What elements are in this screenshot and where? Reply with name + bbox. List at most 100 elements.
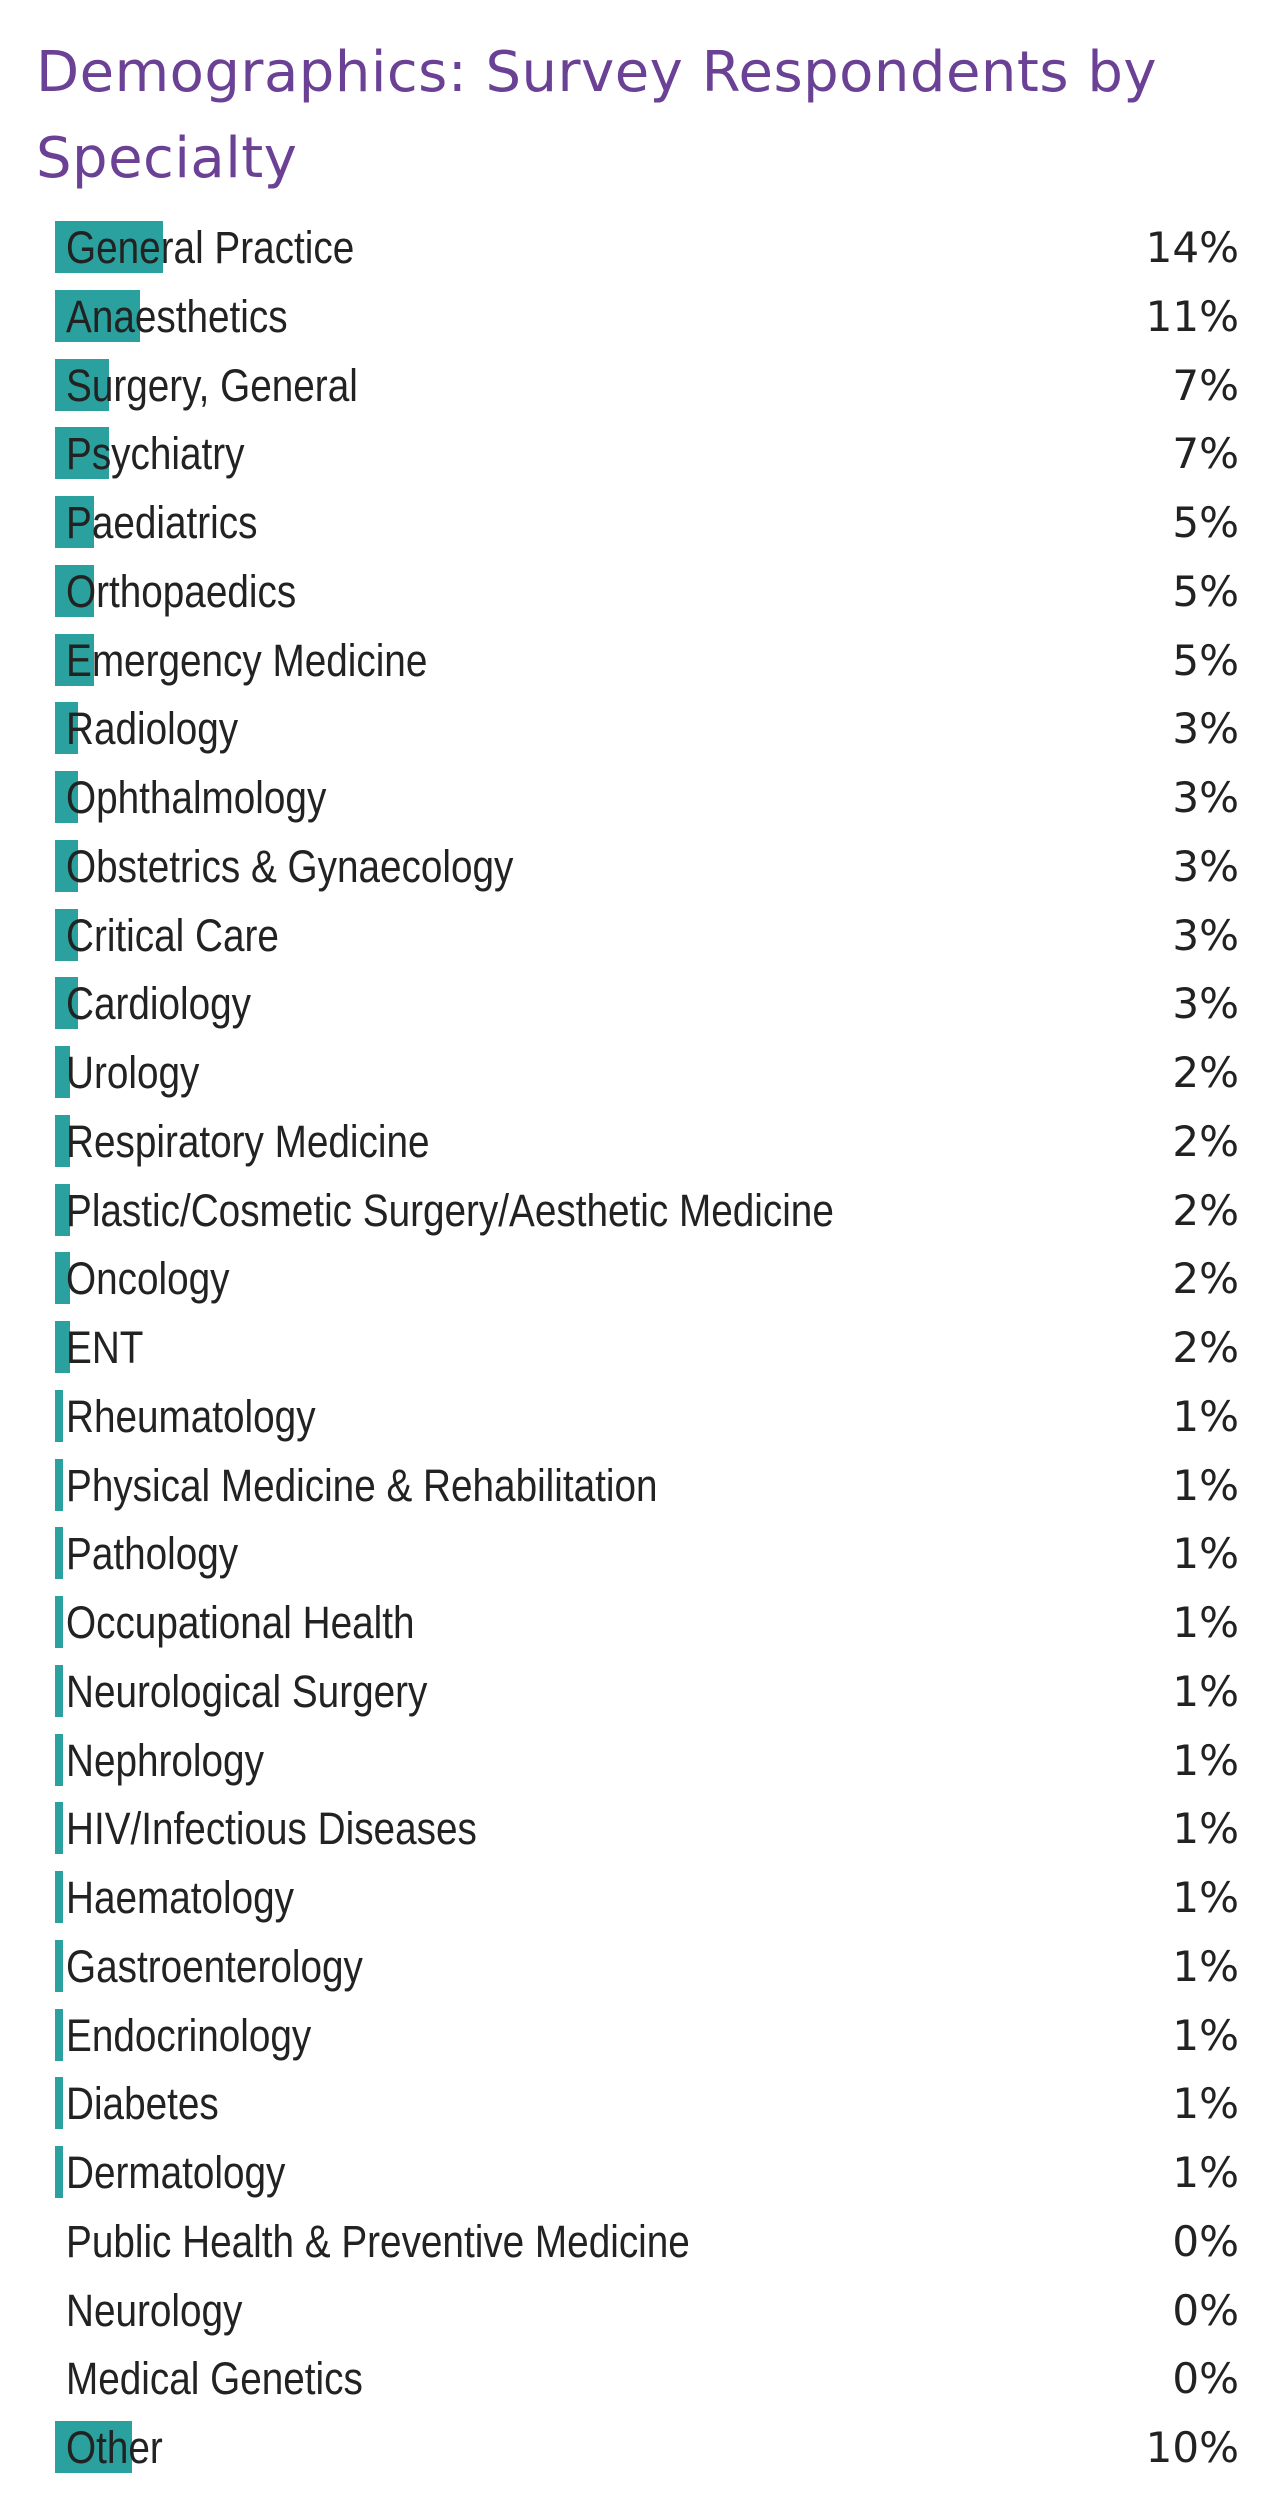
bar (55, 1596, 63, 1648)
bar (55, 1321, 71, 1373)
bar (55, 2077, 63, 2130)
bar-row: Rheumatology 1% (0, 1385, 1280, 1449)
category-label: Paediatrics (66, 497, 258, 548)
bar-row: Dermatology 1% (0, 2141, 1280, 2205)
category-label: Rheumatology (66, 1390, 316, 1442)
value-label: 3% (1172, 910, 1239, 960)
category-label: Cardiology (66, 978, 252, 1030)
value-label: 2% (1172, 1254, 1239, 1304)
chart-title: Demographics: Survey Respondents by Spec… (36, 40, 1158, 191)
value-label: 3% (1172, 773, 1239, 822)
bar (55, 358, 109, 411)
bar-row: Occupational Health 1% (0, 1591, 1280, 1655)
value-label: 1% (1172, 2148, 1239, 2197)
value-label: 3% (1172, 704, 1239, 754)
bar-row: Medical Genetics 0% (0, 2347, 1280, 2411)
value-label: 0% (1172, 2216, 1239, 2266)
category-label: Anaesthetics (66, 290, 288, 342)
bar-row: Orthopaedics 5% (0, 560, 1280, 624)
bar-row: Oncology 2% (0, 1247, 1280, 1311)
category-label: HIV/Infectious Diseases (66, 1803, 477, 1855)
category-label: ENT (66, 1322, 144, 1373)
category-label: Nephrology (66, 1734, 264, 1786)
category-label: Public Health & Preventive Medicine (66, 2215, 690, 2267)
value-label: 0% (1172, 2285, 1239, 2335)
category-label: Critical Care (66, 909, 279, 961)
value-label: 3% (1172, 979, 1239, 1029)
bar-row: Nephrology 1% (0, 1729, 1280, 1793)
value-label: 2% (1172, 1185, 1239, 1235)
value-label: 1% (1172, 1735, 1239, 1785)
bar-row: Ophthalmology 3% (0, 766, 1280, 830)
bar (55, 771, 79, 823)
bar (55, 2008, 63, 2061)
category-label: Ophthalmology (66, 772, 327, 823)
category-label: General Practice (66, 222, 355, 273)
value-label: 10% (1145, 2423, 1239, 2472)
category-label: Orthopaedics (66, 565, 297, 617)
category-label: Urology (66, 1047, 200, 1098)
value-label: 1% (1172, 1873, 1239, 1922)
bar (55, 1802, 63, 1855)
bar-row: Surgery, General 7% (0, 354, 1280, 418)
bar (55, 2146, 63, 2198)
value-label: 5% (1172, 635, 1239, 685)
bar (55, 1046, 71, 1098)
category-label: Obstetrics & Gynaecology (66, 840, 514, 892)
bar-row: Endocrinology 1% (0, 2004, 1280, 2068)
category-label: Occupational Health (66, 1597, 415, 1648)
bar (55, 1183, 71, 1236)
bar-row: Respiratory Medicine 2% (0, 1110, 1280, 1174)
bar-row: General Practice 14% (0, 216, 1280, 280)
value-label: 1% (1172, 1598, 1239, 1647)
category-label: Medical Genetics (66, 2353, 363, 2405)
bar (55, 564, 94, 617)
bar (55, 977, 79, 1030)
value-label: 14% (1145, 223, 1239, 272)
bar-row: Psychiatry 7% (0, 422, 1280, 486)
bar-row: Plastic/Cosmetic Surgery/Aesthetic Medic… (0, 1179, 1280, 1243)
bar-row: Cardiology 3% (0, 972, 1280, 1036)
bar (55, 1114, 71, 1167)
bar-row: Paediatrics 5% (0, 491, 1280, 555)
bar-row: Anaesthetics 11% (0, 285, 1280, 349)
bar (55, 1664, 63, 1717)
category-label: Other (66, 2422, 163, 2473)
category-label: Dermatology (66, 2147, 286, 2198)
value-label: 1% (1172, 1529, 1239, 1579)
value-label: 11% (1145, 291, 1239, 341)
value-label: 2% (1172, 1116, 1239, 1166)
bar-row: Diabetes 1% (0, 2072, 1280, 2136)
value-label: 1% (1172, 1941, 1239, 1991)
category-label: Pathology (66, 1528, 239, 1580)
bar-row: Neurology 0% (0, 2279, 1280, 2343)
bar (55, 1939, 63, 1992)
bar-row: Physical Medicine & Rehabilitation 1% (0, 1454, 1280, 1518)
bar (55, 221, 163, 273)
category-label: Endocrinology (66, 2009, 312, 2061)
category-label: Radiology (66, 703, 239, 755)
value-label: 7% (1172, 360, 1239, 410)
bar (55, 633, 94, 686)
bar-row: Public Health & Preventive Medicine 0% (0, 2210, 1280, 2274)
value-label: 7% (1172, 429, 1239, 479)
bar-row: Pathology 1% (0, 1522, 1280, 1586)
bar (55, 427, 109, 480)
value-label: 5% (1172, 566, 1239, 616)
bar (55, 702, 79, 755)
bar-row: Obstetrics & Gynaecology 3% (0, 835, 1280, 899)
category-label: Surgery, General (66, 359, 358, 411)
bar (55, 2421, 132, 2473)
category-label: Psychiatry (66, 428, 245, 480)
category-label: Gastroenterology (66, 1940, 363, 1992)
bar-row: Other 10% (0, 2416, 1280, 2480)
bar-row: Haematology 1% (0, 1866, 1280, 1930)
category-label: Neurology (66, 2284, 243, 2336)
bar (55, 839, 79, 892)
bar-row: Emergency Medicine 5% (0, 629, 1280, 693)
bar (55, 1252, 71, 1305)
bar-row: Critical Care 3% (0, 904, 1280, 968)
value-label: 5% (1172, 498, 1239, 547)
category-label: Respiratory Medicine (66, 1115, 430, 1167)
